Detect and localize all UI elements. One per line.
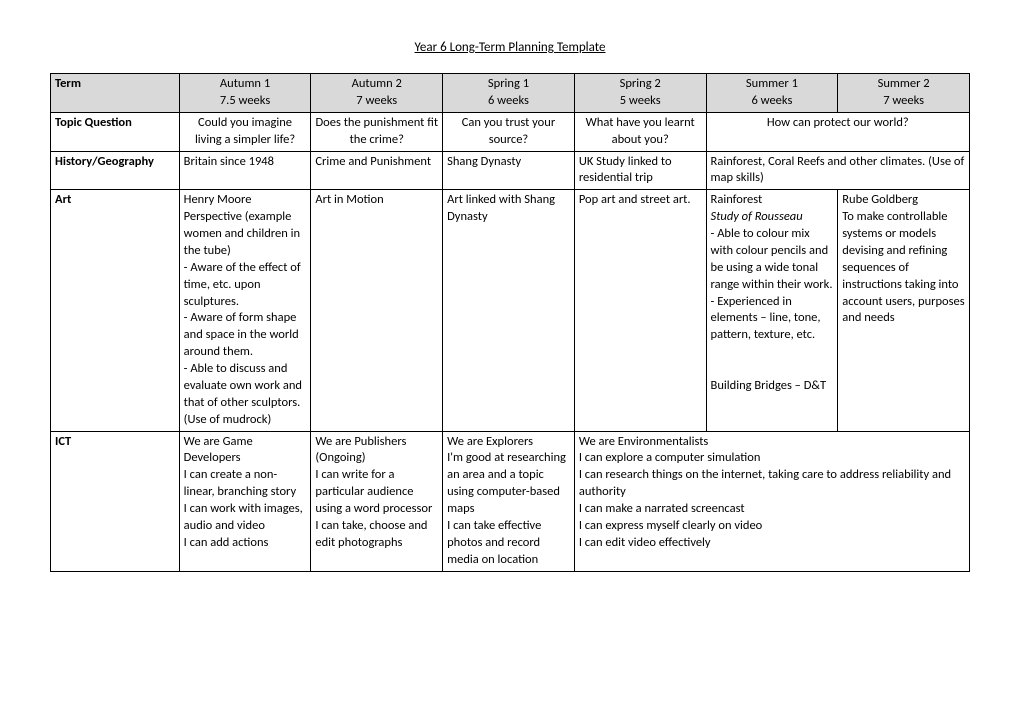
- histgeo-c1: Britain since 1948: [179, 151, 311, 190]
- topic-c3: Can you trust your source?: [443, 112, 575, 151]
- art-c1: Henry Moore Perspective (example women a…: [179, 190, 311, 431]
- term-col-5: Summer 16 weeks: [706, 74, 838, 113]
- art-c6: Rube GoldbergTo make controllable system…: [838, 190, 970, 431]
- term-col-6: Summer 27 weeks: [838, 74, 970, 113]
- term-col-1: Autumn 17.5 weeks: [179, 74, 311, 113]
- page-title: Year 6 Long-Term Planning Template: [50, 40, 970, 55]
- ict-row: ICT We are Game DevelopersI can create a…: [51, 431, 970, 571]
- topic-c1: Could you imagine living a simpler life?: [179, 112, 311, 151]
- term-col-2: Autumn 27 weeks: [311, 74, 443, 113]
- ict-label: ICT: [51, 431, 180, 571]
- histgeo-c4: UK Study linked to residential trip: [574, 151, 706, 190]
- ict-c3: We are ExplorersI'm good at researching …: [443, 431, 575, 571]
- art-c4: Pop art and street art.: [574, 190, 706, 431]
- ict-c1: We are Game DevelopersI can create a non…: [179, 431, 311, 571]
- ict-c456: We are EnvironmentalistsI can explore a …: [574, 431, 969, 571]
- topic-c2: Does the punishment fit the crime?: [311, 112, 443, 151]
- topic-label: Topic Question: [51, 112, 180, 151]
- art-row: Art Henry Moore Perspective (example wom…: [51, 190, 970, 431]
- term-col-4: Spring 25 weeks: [574, 74, 706, 113]
- art-c2: Art in Motion: [311, 190, 443, 431]
- art-c3: Art linked with Shang Dynasty: [443, 190, 575, 431]
- header-row: Term Autumn 17.5 weeks Autumn 27 weeks S…: [51, 74, 970, 113]
- term-header: Term: [51, 74, 180, 113]
- art-c5: Rainforest Study of Rousseau - Able to c…: [706, 190, 838, 431]
- histgeo-c2: Crime and Punishment: [311, 151, 443, 190]
- ict-c2: We are Publishers (Ongoing)I can write f…: [311, 431, 443, 571]
- histgeo-c56: Rainforest, Coral Reefs and other climat…: [706, 151, 969, 190]
- topic-row: Topic Question Could you imagine living …: [51, 112, 970, 151]
- art-label: Art: [51, 190, 180, 431]
- planning-table: Term Autumn 17.5 weeks Autumn 27 weeks S…: [50, 73, 970, 572]
- term-col-3: Spring 16 weeks: [443, 74, 575, 113]
- histgeo-c3: Shang Dynasty: [443, 151, 575, 190]
- topic-c4: What have you learnt about you?: [574, 112, 706, 151]
- topic-c56: How can protect our world?: [706, 112, 969, 151]
- histgeo-row: History/Geography Britain since 1948 Cri…: [51, 151, 970, 190]
- histgeo-label: History/Geography: [51, 151, 180, 190]
